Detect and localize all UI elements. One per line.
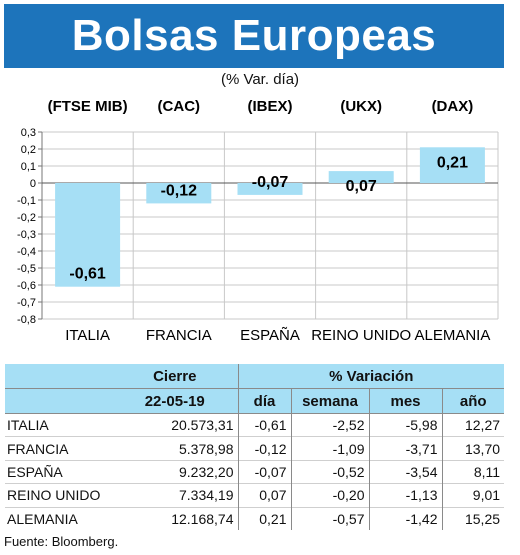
table-row: REINO UNIDO 7.334,19 0,07 -0,20 -1,13 9,01: [5, 483, 505, 508]
source-note: Fuente: Bloomberg.: [4, 534, 119, 549]
table-header-mes: mes: [368, 388, 442, 414]
index-label: (IBEX): [248, 98, 293, 115]
table-cell-ano: 15,25: [441, 506, 505, 530]
table-cell-semana: -0,20: [290, 483, 369, 508]
x-tick-label: FRANCIA: [146, 327, 212, 344]
table-cell-ano: 12,27: [441, 412, 505, 437]
table-cell-ano: 9,01: [441, 483, 505, 508]
bar: [328, 171, 394, 183]
bar: [419, 147, 485, 183]
table-cell-name: REINO UNIDO: [5, 483, 112, 508]
table-cell-semana: -2,52: [290, 412, 369, 437]
bar-value-label: -0,61: [69, 266, 106, 283]
table-header-cierre: Cierre: [112, 364, 238, 389]
table-row: ESPAÑA 9.232,20 -0,07 -0,52 -3,54 8,11: [5, 459, 505, 484]
table-row: FRANCIA 5.378,98 -0,12 -1,09 -3,71 13,70: [5, 436, 505, 461]
y-tick-label: 0,2: [21, 144, 36, 156]
index-label: (UKX): [340, 98, 382, 115]
table-cell-dia: -0,07: [237, 459, 291, 484]
index-label: (FTSE MIB): [48, 98, 128, 115]
y-tick-label: 0: [30, 178, 36, 190]
y-tick-label: -0,3: [17, 229, 36, 241]
x-tick-label: ESPAÑA: [240, 327, 300, 344]
table-cell-name: ITALIA: [5, 412, 112, 437]
table-header-blank: [5, 364, 112, 389]
table-cell-cierre: 12.168,74: [112, 506, 238, 530]
table-cell-mes: -1,42: [368, 506, 442, 530]
table-cell-dia: 0,21: [237, 506, 291, 530]
bar-value-label: 0,07: [346, 178, 377, 195]
x-tick-label: REINO UNIDO: [311, 327, 411, 344]
table-header-dia: día: [237, 388, 291, 414]
y-tick-label: -0,7: [17, 297, 36, 309]
table-cell-name: ALEMANIA: [5, 506, 112, 530]
bar-chart: 0,3 0,2 0,1 0 -0,1 -0,2 -0,3 -0,4 -0,5 -0,6 -0,7 -0…: [17, 98, 499, 344]
table-cell-dia: -0,12: [237, 436, 291, 461]
table-cell-mes: -5,98: [368, 412, 442, 437]
bar-value-label: -0,07: [252, 174, 289, 191]
y-tick-label: -0,1: [17, 195, 36, 207]
y-tick-label: 0,3: [21, 127, 36, 139]
table-subheader-blank: [5, 388, 112, 414]
table-cell-name: ESPAÑA: [5, 459, 112, 484]
bar: [237, 183, 303, 195]
x-tick-label: ALEMANIA: [414, 327, 490, 344]
table-header-variacion: % Variación: [237, 364, 505, 389]
bar: [146, 183, 212, 204]
y-tick-label: 0,1: [21, 161, 36, 173]
index-label: (CAC): [158, 98, 201, 115]
table-header-ano: año: [441, 388, 505, 414]
y-tick-label: -0,4: [17, 246, 36, 258]
index-label: (DAX): [432, 98, 474, 115]
table-cell-cierre: 9.232,20: [112, 459, 238, 484]
table-cell-ano: 13,70: [441, 436, 505, 461]
table-cell-cierre: 7.334,19: [112, 483, 238, 508]
table-cell-mes: -1,13: [368, 483, 442, 508]
data-table: Cierre % Variación 22-05-19 día semana m…: [5, 364, 505, 530]
table-row: ALEMANIA 12.168,74 0,21 -0,57 -1,42 15,25: [5, 506, 505, 530]
table-cell-semana: -1,09: [290, 436, 369, 461]
bar-value-label: 0,21: [437, 154, 468, 171]
table-cell-cierre: 20.573,31: [112, 412, 238, 437]
table-header-row: Cierre % Variación: [5, 364, 505, 389]
x-tick-label: ITALIA: [65, 327, 110, 344]
y-tick-label: -0,8: [17, 314, 36, 326]
table-cell-cierre: 5.378,98: [112, 436, 238, 461]
y-tick-label: -0,2: [17, 212, 36, 224]
table-cell-dia: 0,07: [237, 483, 291, 508]
table-header-semana: semana: [290, 388, 369, 414]
table-subheader-row: 22-05-19 día semana mes año: [5, 388, 505, 414]
y-tick-label: -0,6: [17, 280, 36, 292]
table-cell-semana: -0,57: [290, 506, 369, 530]
chart-subtitle: (% Var. día): [220, 71, 300, 88]
table-cell-mes: -3,54: [368, 459, 442, 484]
table-cell-semana: -0,52: [290, 459, 369, 484]
table-cell-dia: -0,61: [237, 412, 291, 437]
y-tick-label: -0,5: [17, 263, 36, 275]
bar-value-label: -0,12: [161, 182, 198, 199]
table-row: ITALIA 20.573,31 -0,61 -2,52 -5,98 12,27: [5, 412, 505, 437]
chart-title: Bolsas Europeas: [4, 4, 504, 68]
bar: [55, 183, 121, 287]
data-table-container: Cierre % Variación 22-05-19 día semana m…: [5, 364, 505, 530]
table-cell-name: FRANCIA: [5, 436, 112, 461]
table-cell-ano: 8,11: [441, 459, 505, 484]
table-cell-mes: -3,71: [368, 436, 442, 461]
table-header-date: 22-05-19: [112, 388, 238, 414]
